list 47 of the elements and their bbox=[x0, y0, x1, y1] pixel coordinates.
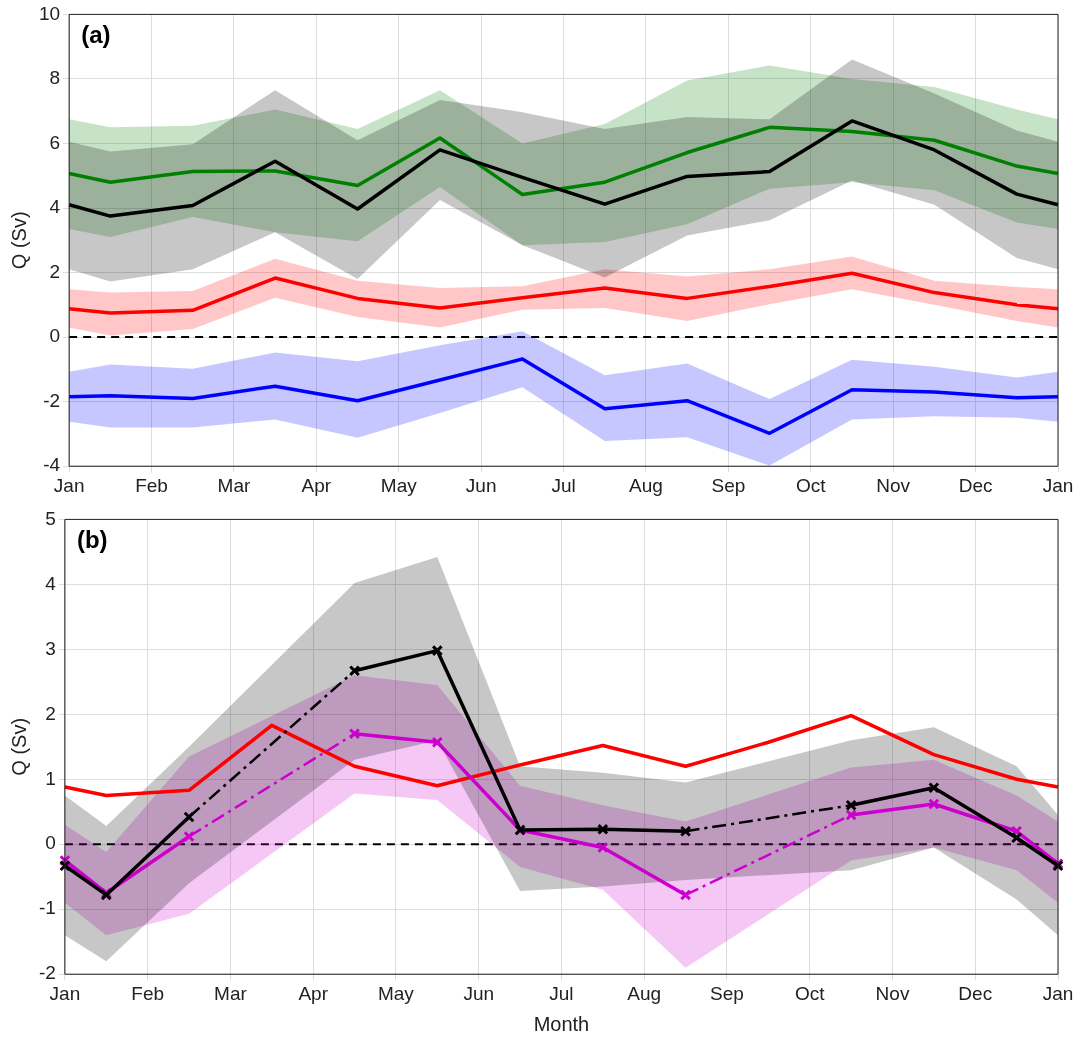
y-tick-label: -2 bbox=[38, 962, 56, 984]
y-tick-label: 4 bbox=[45, 572, 57, 594]
y-tick-label: 2 bbox=[49, 260, 61, 282]
y-tick-label: 4 bbox=[49, 196, 61, 218]
y-tick-label: 5 bbox=[45, 507, 56, 529]
x-axis-title: Month bbox=[533, 1012, 590, 1035]
x-tick-label: Mar bbox=[217, 474, 251, 496]
y-tick-label: 8 bbox=[49, 67, 61, 89]
x-tick-label: May bbox=[380, 474, 418, 496]
x-tick-label: Sep bbox=[711, 474, 746, 496]
x-tick-label: Aug bbox=[627, 982, 662, 1004]
y-tick-label: 0 bbox=[45, 832, 56, 854]
x-tick-label: Jun bbox=[463, 982, 495, 1004]
x-tick-label: Dec bbox=[958, 982, 993, 1004]
x-tick-label: Feb bbox=[131, 982, 165, 1004]
x-tick-label: Mar bbox=[214, 982, 248, 1004]
x-tick-label: Sep bbox=[710, 982, 744, 1004]
x-tick-label: Jan bbox=[1042, 474, 1074, 496]
y-tick-label: -1 bbox=[38, 897, 56, 919]
x-tick-label: Oct bbox=[796, 474, 827, 496]
y-tick-label: 1 bbox=[45, 767, 56, 789]
x-tick-label: Nov bbox=[875, 982, 910, 1004]
x-tick-label: Jul bbox=[549, 982, 574, 1004]
x-tick-label: Jan bbox=[49, 982, 81, 1004]
y-tick-label: 10 bbox=[38, 2, 61, 24]
x-tick-label: Jan bbox=[53, 474, 85, 496]
y-axis-title: Q (Sv) bbox=[7, 211, 30, 270]
x-tick-label: Jan bbox=[1042, 982, 1074, 1004]
x-tick-label: Apr bbox=[298, 982, 329, 1004]
x-tick-label: Oct bbox=[794, 982, 826, 1004]
annotation: (a) bbox=[81, 21, 111, 49]
y-tick-label: 6 bbox=[49, 131, 61, 153]
y-tick-label: -4 bbox=[43, 454, 61, 476]
x-tick-label: Dec bbox=[958, 474, 993, 496]
y-tick-label: 3 bbox=[45, 637, 56, 659]
x-tick-label: Feb bbox=[135, 474, 168, 496]
x-tick-label: Jul bbox=[551, 474, 576, 496]
y-tick-label: -2 bbox=[43, 389, 61, 411]
x-tick-label: Aug bbox=[629, 474, 663, 496]
annotation: (b) bbox=[76, 526, 108, 554]
x-tick-label: May bbox=[377, 982, 415, 1004]
y-tick-label: 0 bbox=[49, 325, 61, 347]
x-tick-label: Apr bbox=[301, 474, 332, 496]
x-tick-label: Jun bbox=[465, 474, 497, 496]
y-axis-title: Q (Sv) bbox=[7, 717, 30, 776]
y-tick-label: 2 bbox=[45, 702, 56, 724]
x-tick-label: Nov bbox=[876, 474, 911, 496]
